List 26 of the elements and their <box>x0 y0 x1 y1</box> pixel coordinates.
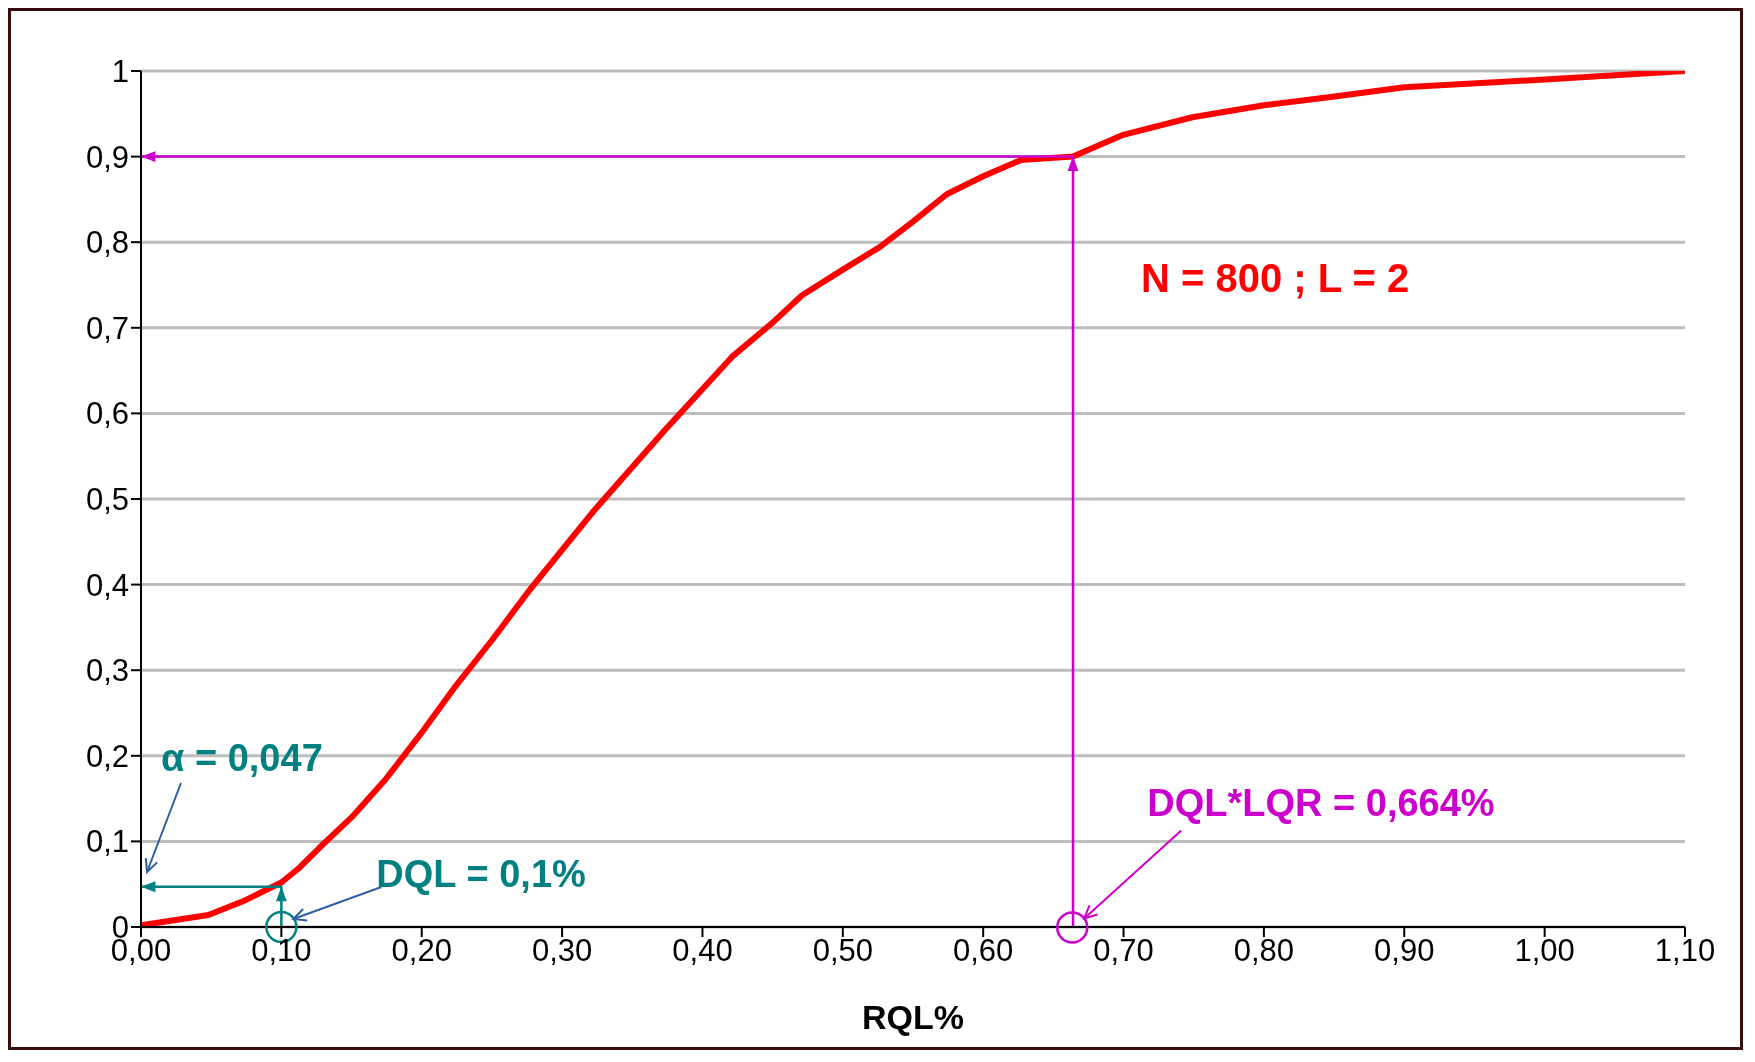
annotation: α = 0,047 <box>161 737 323 780</box>
annotation: DQL*LQR = 0,664% <box>1147 782 1495 825</box>
annotation: N = 800 ; L = 2 <box>1141 256 1410 301</box>
y-tick-label: 0,1 <box>85 824 129 860</box>
x-tick-label: 0,70 <box>1093 933 1154 969</box>
x-tick-label: 0,50 <box>812 933 873 969</box>
x-axis-title: RQL% <box>862 998 964 1036</box>
y-tick-label: 0,4 <box>85 567 129 603</box>
y-tick-label: 0,8 <box>85 225 129 261</box>
y-tick-label: 0,6 <box>85 396 129 432</box>
x-tick-label: 0,80 <box>1233 933 1295 969</box>
x-tick-label: 0,20 <box>391 933 452 969</box>
x-tick-label: 0,90 <box>1374 933 1435 969</box>
y-tick-label: 0,2 <box>85 738 129 774</box>
x-tick-label: 0,60 <box>953 933 1014 969</box>
y-tick-label: 0,5 <box>85 482 129 518</box>
annotation: DQL = 0,1% <box>376 853 586 895</box>
y-tick-label: 0,7 <box>85 310 129 346</box>
x-tick-label: 0,40 <box>672 933 733 969</box>
x-tick-label: 0,30 <box>531 933 593 969</box>
y-tick-label: 0,3 <box>85 653 129 689</box>
x-tick-label: 1,10 <box>1654 933 1716 969</box>
x-tick-label: 0,10 <box>251 933 312 969</box>
y-tick-label: 0,9 <box>85 139 129 175</box>
y-tick-label: 1 <box>111 54 129 89</box>
x-tick-label: 1,00 <box>1514 933 1575 969</box>
